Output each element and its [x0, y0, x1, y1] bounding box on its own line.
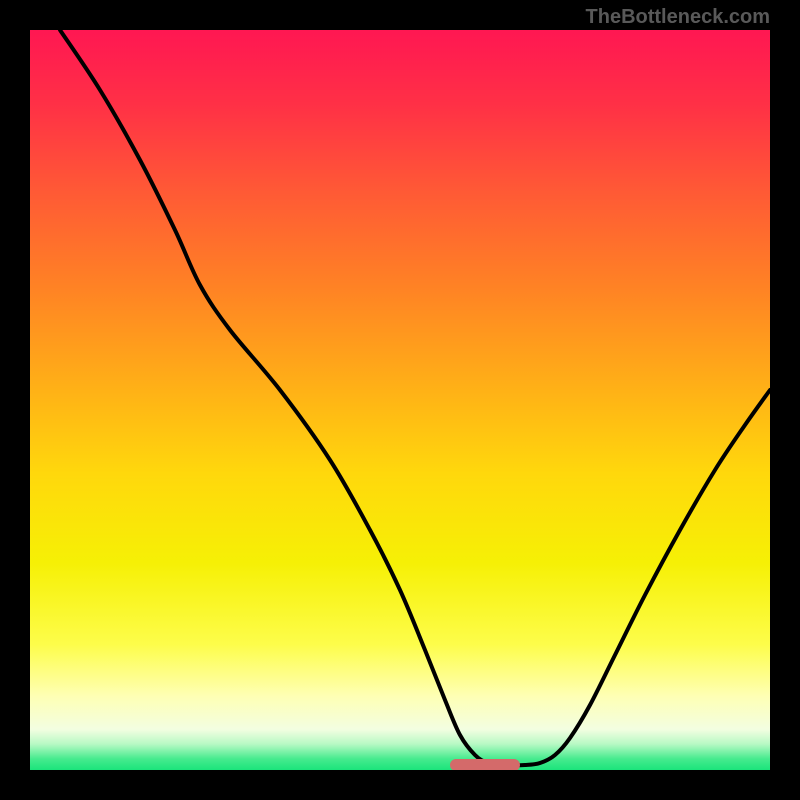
curve-layer	[30, 30, 770, 770]
attribution-text: TheBottleneck.com	[586, 6, 770, 29]
trough-marker	[450, 759, 520, 770]
bottleneck-curve	[60, 30, 770, 765]
plot-area	[30, 30, 770, 770]
chart-frame: TheBottleneck.com	[0, 0, 800, 800]
